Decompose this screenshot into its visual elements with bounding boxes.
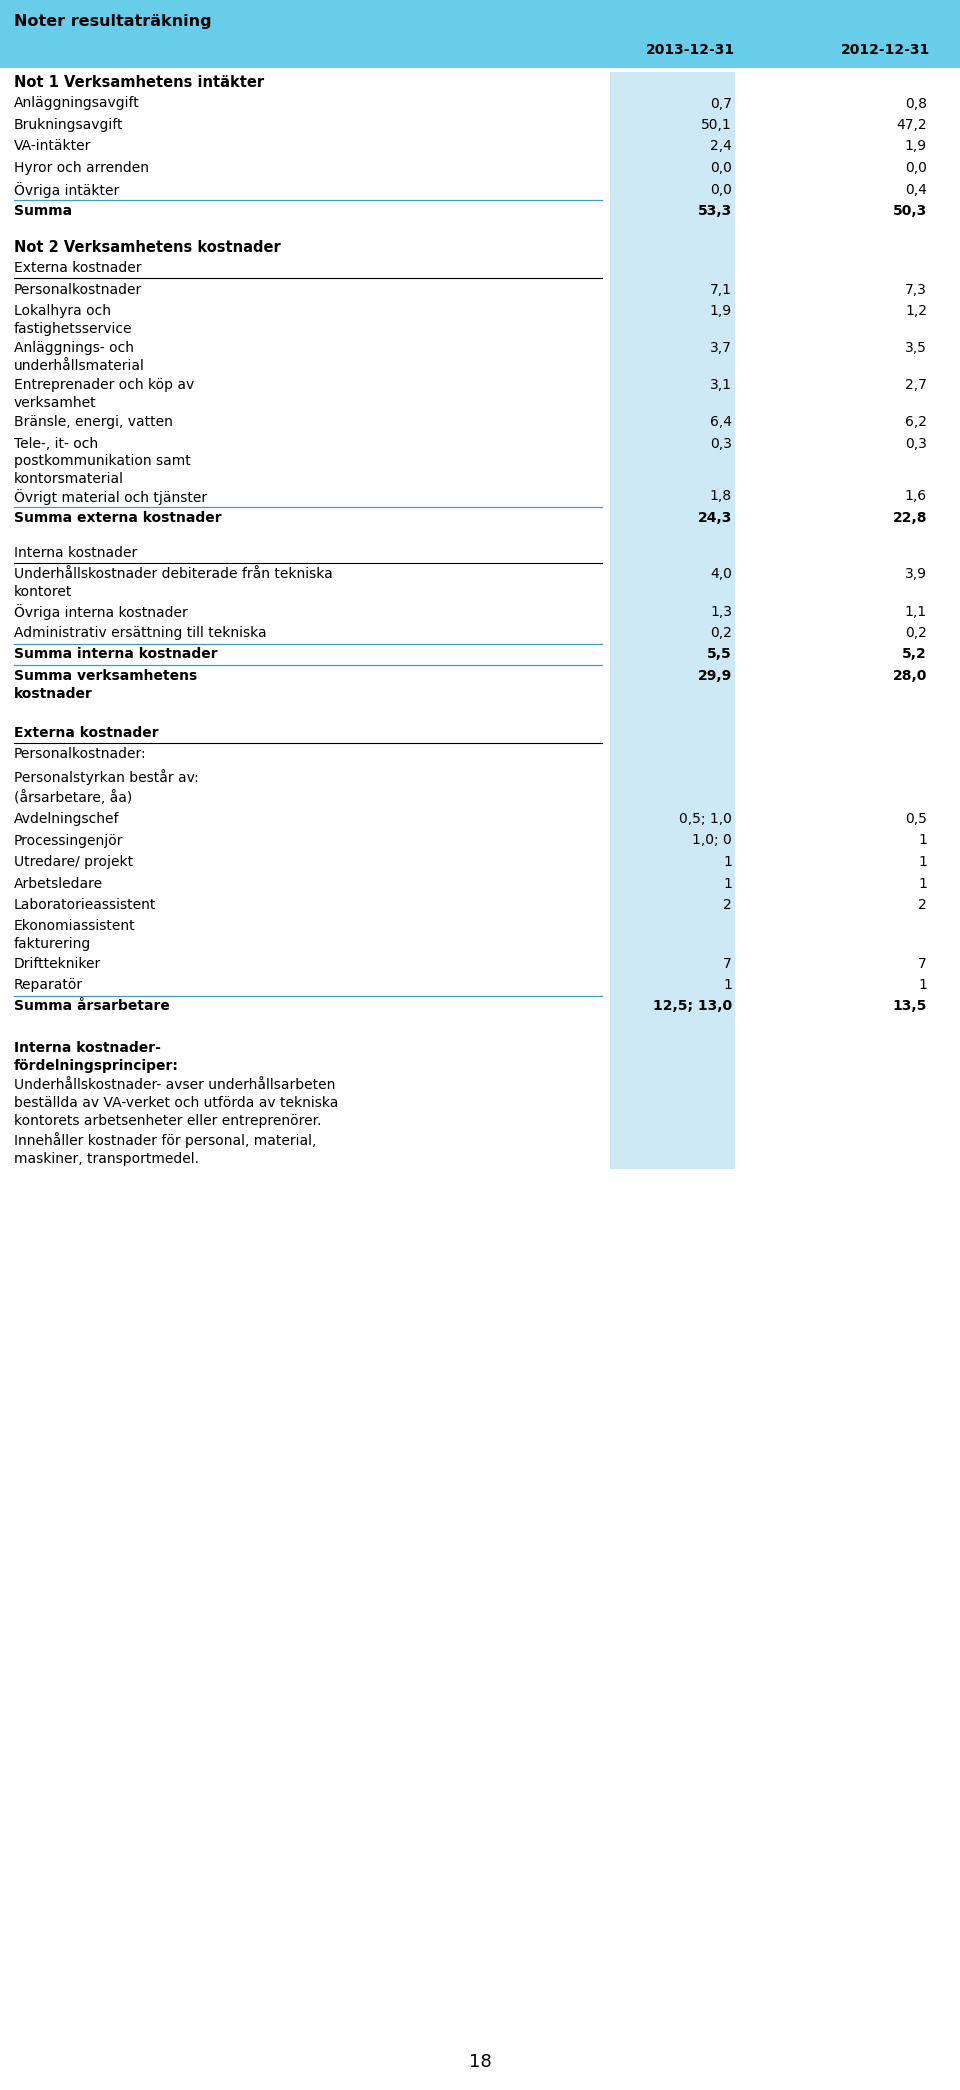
Text: 18: 18 — [468, 2052, 492, 2071]
Text: 1,3: 1,3 — [710, 604, 732, 619]
Text: 1: 1 — [723, 876, 732, 890]
Text: 1: 1 — [918, 855, 927, 869]
Text: Summa verksamhetens
kostnader: Summa verksamhetens kostnader — [14, 669, 197, 700]
Text: Brukningsavgift: Brukningsavgift — [14, 117, 124, 132]
Text: Summa interna kostnader: Summa interna kostnader — [14, 648, 218, 663]
Text: Övriga intäkter: Övriga intäkter — [14, 182, 119, 199]
Text: Utredare/ projekt: Utredare/ projekt — [14, 855, 133, 869]
Text: Drifttekniker: Drifttekniker — [14, 957, 101, 970]
Text: 1: 1 — [918, 978, 927, 993]
Text: 2: 2 — [723, 899, 732, 911]
Text: 50,1: 50,1 — [701, 117, 732, 132]
Text: 0,3: 0,3 — [710, 437, 732, 451]
Text: 0,5; 1,0: 0,5; 1,0 — [679, 813, 732, 826]
Text: 1,2: 1,2 — [905, 303, 927, 318]
Text: Reparatör: Reparatör — [14, 978, 84, 993]
Text: Summa: Summa — [14, 205, 72, 217]
Text: 0,5: 0,5 — [905, 813, 927, 826]
Text: 3,9: 3,9 — [905, 568, 927, 581]
Text: 0,3: 0,3 — [905, 437, 927, 451]
Text: Processingenjör: Processingenjör — [14, 834, 124, 849]
Text: 13,5: 13,5 — [893, 999, 927, 1014]
Text: 1,6: 1,6 — [905, 489, 927, 504]
Text: 1,9: 1,9 — [905, 140, 927, 153]
Text: 1,1: 1,1 — [905, 604, 927, 619]
Text: Lokalhyra och
fastighetsservice: Lokalhyra och fastighetsservice — [14, 303, 132, 336]
Text: 24,3: 24,3 — [698, 510, 732, 525]
Text: Bränsle, energi, vatten: Bränsle, energi, vatten — [14, 416, 173, 428]
Text: VA-intäkter: VA-intäkter — [14, 140, 91, 153]
Text: Interna kostnader-
fördelningsprinciper:: Interna kostnader- fördelningsprinciper: — [14, 1041, 179, 1072]
Text: 7,1: 7,1 — [710, 282, 732, 297]
Text: Anläggningsavgift: Anläggningsavgift — [14, 96, 140, 111]
Text: Underhållskostnader debiterade från tekniska
kontoret: Underhållskostnader debiterade från tekn… — [14, 568, 333, 600]
Text: 2013-12-31: 2013-12-31 — [646, 44, 735, 56]
Text: 7,3: 7,3 — [905, 282, 927, 297]
Text: 0,7: 0,7 — [710, 96, 732, 111]
Text: Noter resultaträkning: Noter resultaträkning — [14, 15, 211, 29]
Text: Administrativ ersättning till tekniska: Administrativ ersättning till tekniska — [14, 627, 267, 640]
Text: 28,0: 28,0 — [893, 669, 927, 683]
Text: 1: 1 — [723, 978, 732, 993]
Text: Summa externa kostnader: Summa externa kostnader — [14, 510, 222, 525]
Text: Tele-, it- och
postkommunikation samt
kontorsmaterial: Tele-, it- och postkommunikation samt ko… — [14, 437, 191, 487]
Text: 1,9: 1,9 — [709, 303, 732, 318]
Text: 7: 7 — [919, 957, 927, 970]
Text: 3,1: 3,1 — [710, 378, 732, 393]
Text: Not 2 Verksamhetens kostnader: Not 2 Verksamhetens kostnader — [14, 240, 280, 255]
Text: 2012-12-31: 2012-12-31 — [841, 44, 930, 56]
Text: 0,8: 0,8 — [905, 96, 927, 111]
Text: Personalstyrkan består av:: Personalstyrkan består av: — [14, 769, 199, 786]
Text: Personalkostnader:: Personalkostnader: — [14, 748, 147, 761]
Text: Underhållskostnader- avser underhållsarbeten
beställda av VA-verket och utförda : Underhållskostnader- avser underhållsarb… — [14, 1078, 338, 1166]
Text: Externa kostnader: Externa kostnader — [14, 725, 158, 740]
Text: Entreprenader och köp av
verksamhet: Entreprenader och köp av verksamhet — [14, 378, 194, 410]
Text: 5,2: 5,2 — [902, 648, 927, 663]
Text: 0,0: 0,0 — [905, 161, 927, 176]
Text: 47,2: 47,2 — [897, 117, 927, 132]
Text: 22,8: 22,8 — [893, 510, 927, 525]
Text: Arbetsledare: Arbetsledare — [14, 876, 103, 890]
Text: Avdelningschef: Avdelningschef — [14, 813, 119, 826]
FancyBboxPatch shape — [0, 0, 960, 69]
Text: Interna kostnader: Interna kostnader — [14, 545, 137, 560]
Text: 6,2: 6,2 — [905, 416, 927, 428]
Text: 2: 2 — [919, 899, 927, 911]
Text: Övrigt material och tjänster: Övrigt material och tjänster — [14, 489, 207, 506]
Text: Anläggnings- och
underhållsmaterial: Anläggnings- och underhållsmaterial — [14, 341, 145, 372]
Text: 3,7: 3,7 — [710, 341, 732, 355]
Text: Not 1 Verksamhetens intäkter: Not 1 Verksamhetens intäkter — [14, 75, 264, 90]
Text: 1: 1 — [918, 876, 927, 890]
Text: Summa årsarbetare: Summa årsarbetare — [14, 999, 170, 1014]
Text: 2,4: 2,4 — [710, 140, 732, 153]
Text: 1: 1 — [723, 855, 732, 869]
Text: Personalkostnader: Personalkostnader — [14, 282, 142, 297]
Text: 7: 7 — [723, 957, 732, 970]
Text: 4,0: 4,0 — [710, 568, 732, 581]
Text: Övriga interna kostnader: Övriga interna kostnader — [14, 604, 188, 621]
Text: 3,5: 3,5 — [905, 341, 927, 355]
Text: 2,7: 2,7 — [905, 378, 927, 393]
Text: 1,8: 1,8 — [709, 489, 732, 504]
Text: 0,2: 0,2 — [905, 627, 927, 640]
Text: 5,5: 5,5 — [708, 648, 732, 663]
Text: (årsarbetare, åa): (årsarbetare, åa) — [14, 790, 132, 805]
Text: 1: 1 — [918, 834, 927, 849]
Text: 29,9: 29,9 — [698, 669, 732, 683]
Text: 0,0: 0,0 — [710, 182, 732, 196]
Text: Ekonomiassistent
fakturering: Ekonomiassistent fakturering — [14, 920, 135, 951]
Text: 0,2: 0,2 — [710, 627, 732, 640]
FancyBboxPatch shape — [610, 71, 735, 1168]
Text: 1,0; 0: 1,0; 0 — [692, 834, 732, 849]
Text: 53,3: 53,3 — [698, 205, 732, 217]
Text: Externa kostnader: Externa kostnader — [14, 261, 141, 276]
Text: 12,5; 13,0: 12,5; 13,0 — [653, 999, 732, 1014]
Text: 0,0: 0,0 — [710, 161, 732, 176]
Text: 6,4: 6,4 — [710, 416, 732, 428]
Text: 50,3: 50,3 — [893, 205, 927, 217]
Text: 0,4: 0,4 — [905, 182, 927, 196]
Text: Hyror och arrenden: Hyror och arrenden — [14, 161, 149, 176]
Text: Laboratorieassistent: Laboratorieassistent — [14, 899, 156, 911]
